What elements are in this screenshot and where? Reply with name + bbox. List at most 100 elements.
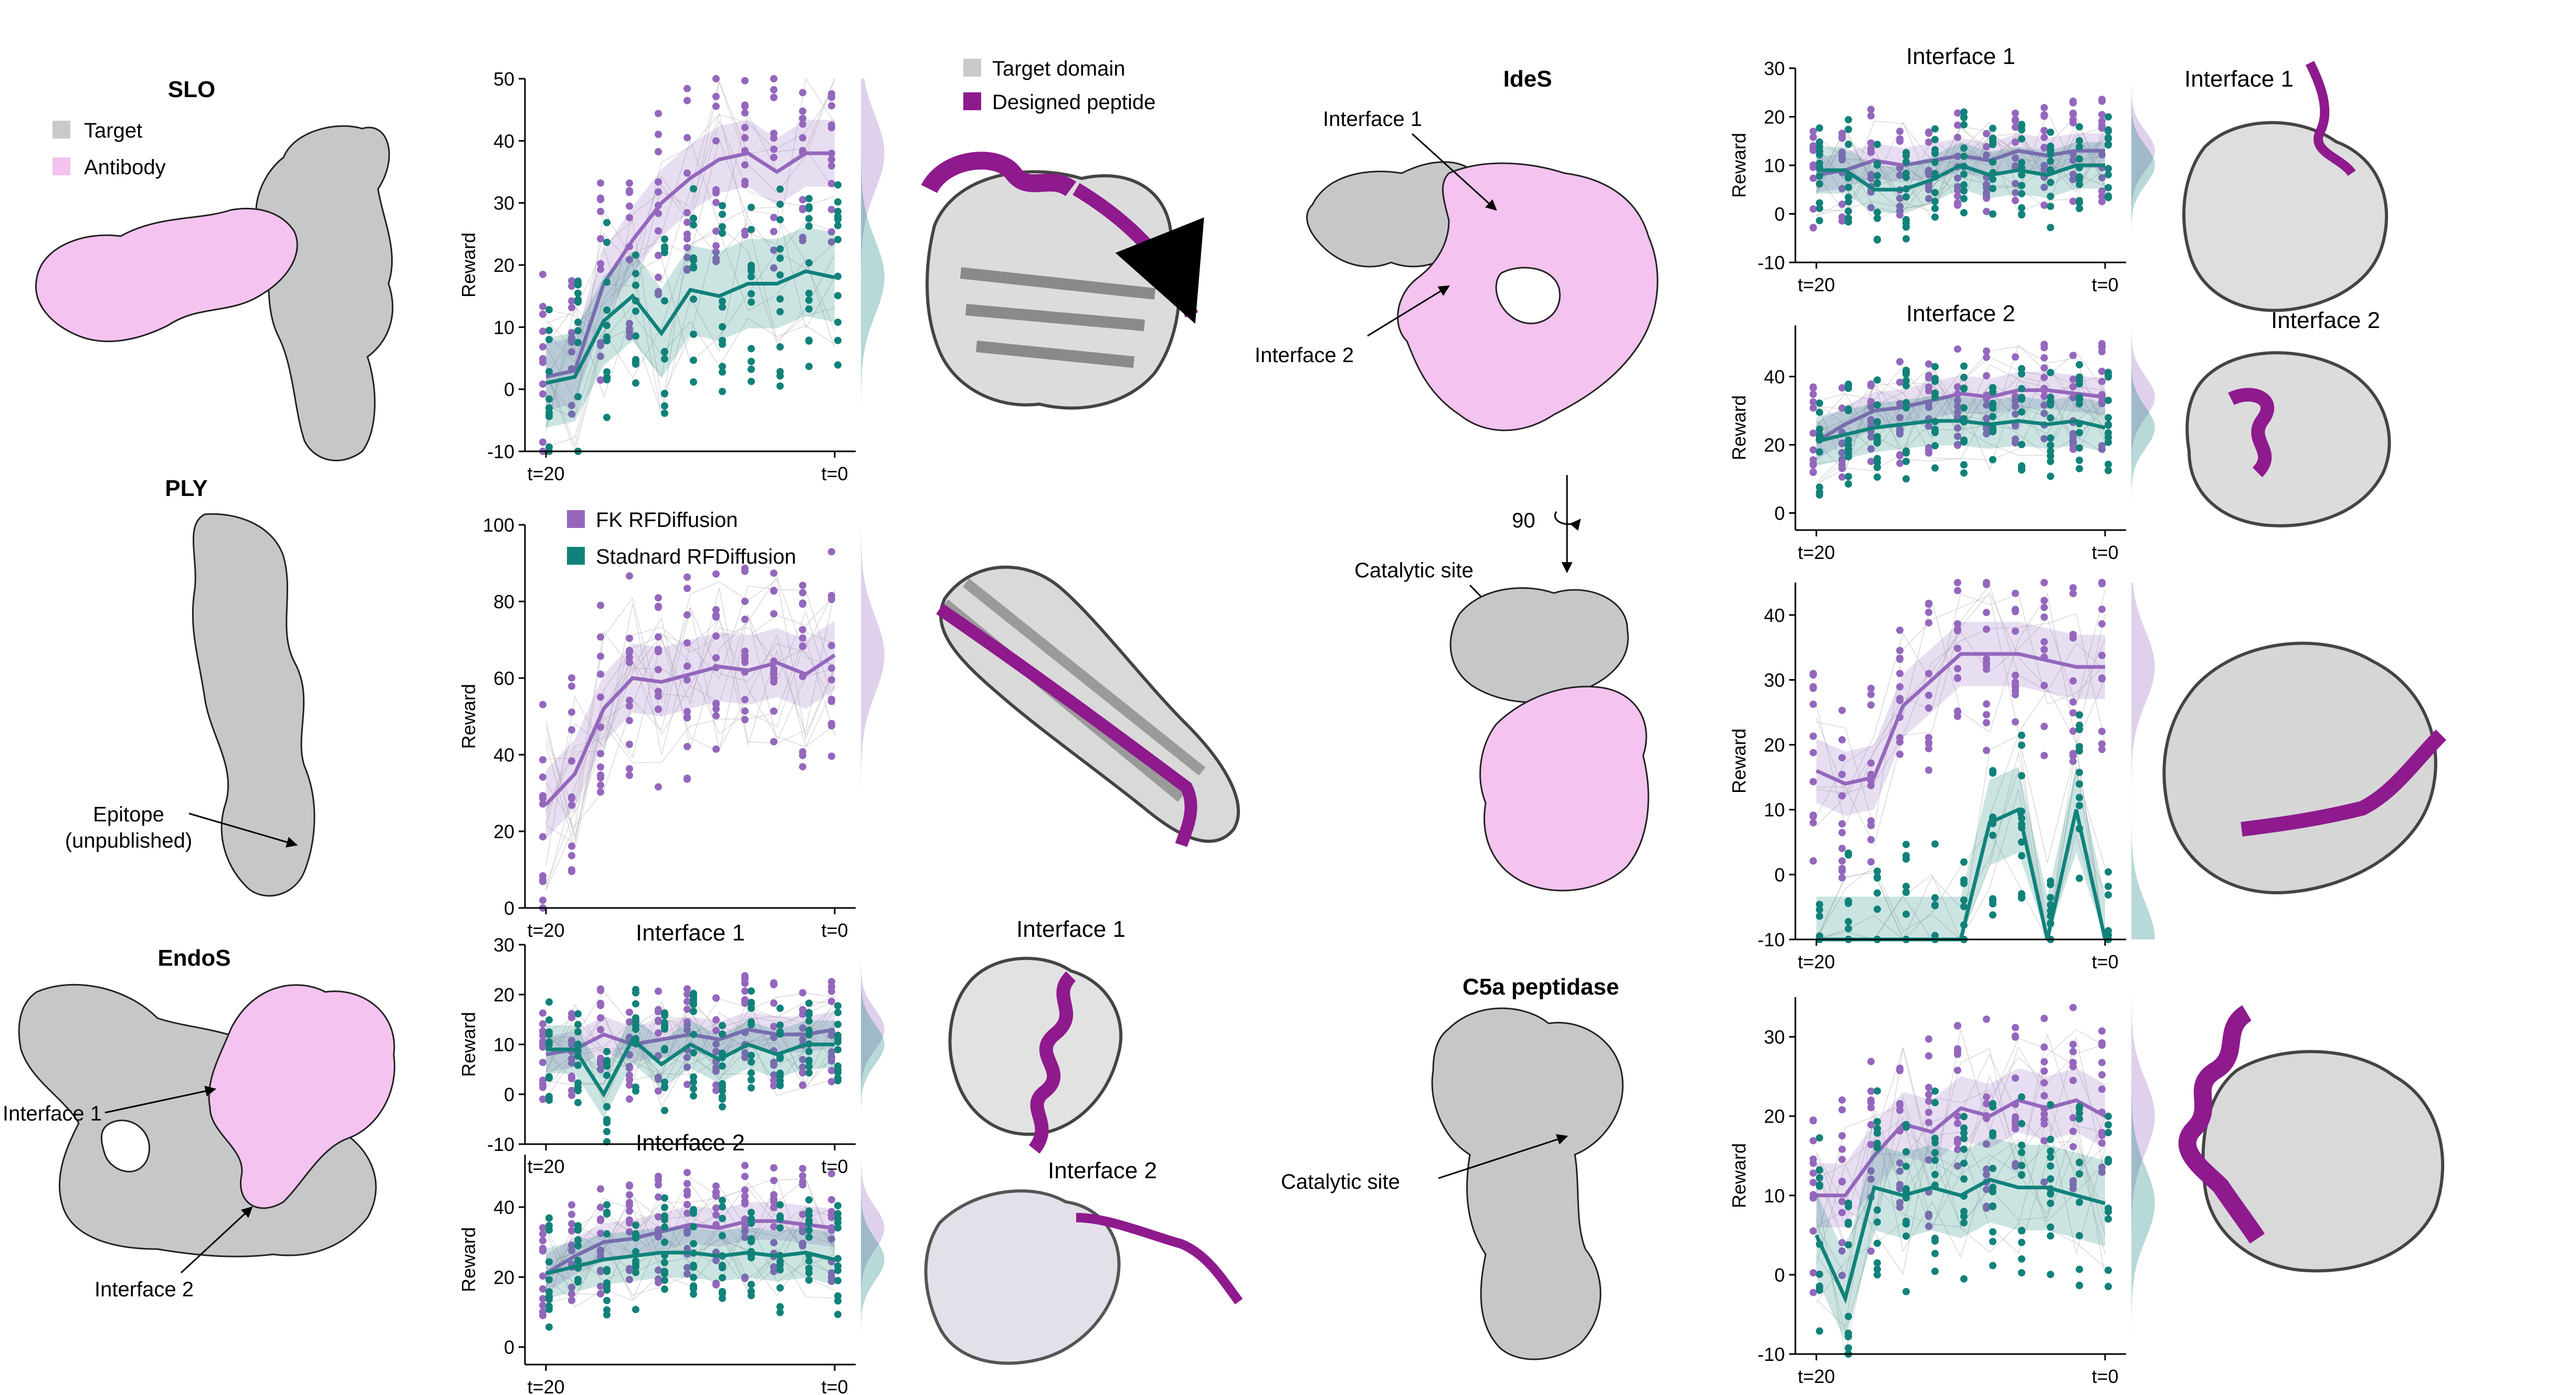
- data-point: [1810, 1179, 1817, 1187]
- density-fk: [861, 79, 885, 451]
- data-point: [799, 107, 806, 115]
- data-point: [2041, 1116, 2048, 1124]
- data-point: [661, 1285, 668, 1293]
- data-point: [1989, 911, 1996, 919]
- data-point: [1845, 218, 1852, 226]
- data-point: [690, 221, 697, 229]
- data-point: [1838, 133, 1846, 141]
- chart-ides_if2: 0 20 40 t=20 t=0 Reward Interface 2: [1728, 301, 2155, 563]
- data-point: [770, 999, 777, 1007]
- data-point: [770, 1223, 777, 1231]
- data-point: [545, 1214, 553, 1222]
- mean-line-std: [545, 269, 835, 385]
- data-point: [1810, 819, 1817, 827]
- data-point: [2069, 175, 2077, 183]
- data-point: [1867, 1087, 1875, 1095]
- data-point: [2076, 205, 2083, 213]
- data-point: [2098, 367, 2106, 375]
- density-std: [2131, 583, 2155, 939]
- data-point: [799, 763, 806, 770]
- data-point: [661, 1106, 668, 1114]
- data-point: [2098, 1132, 2106, 1139]
- data-point: [597, 339, 604, 346]
- y-axis-label: Reward: [458, 1012, 479, 1077]
- data-point: [632, 332, 639, 340]
- data-point: [2076, 444, 2083, 452]
- data-point: [2041, 1079, 2048, 1087]
- data-point: [690, 1092, 697, 1100]
- data-point: [719, 1274, 726, 1282]
- y-tick-label: 10: [1764, 799, 1785, 821]
- data-point: [2098, 1139, 2106, 1147]
- endos-interface2-arrow: [180, 1206, 253, 1274]
- data-point: [1931, 1250, 1939, 1257]
- data-point: [2105, 1129, 2112, 1137]
- data-point: [1838, 1096, 1846, 1104]
- data-point: [574, 1225, 582, 1233]
- data-point: [741, 1227, 749, 1235]
- data-point: [1845, 453, 1852, 461]
- data-point: [776, 1082, 784, 1090]
- density-fk: [861, 945, 885, 1144]
- data-point: [2012, 117, 2019, 124]
- data-point: [1896, 738, 1904, 746]
- data-point: [2105, 868, 2112, 876]
- data-point: [776, 382, 784, 390]
- data-point: [1902, 404, 1910, 412]
- data-point: [2012, 439, 2019, 447]
- data-point: [770, 707, 777, 715]
- data-point: [1838, 706, 1846, 714]
- data-point: [712, 258, 720, 266]
- data-point: [2098, 340, 2106, 347]
- y-tick-label: 50: [493, 68, 514, 90]
- data-point: [719, 1093, 726, 1101]
- data-point: [1983, 347, 1990, 355]
- data-point: [2076, 429, 2083, 437]
- data-point: [1925, 619, 1932, 627]
- data-point: [684, 253, 691, 261]
- ides-if2-structure: Interface 2: [2185, 308, 2391, 527]
- data-point: [597, 352, 604, 360]
- data-point: [1867, 1098, 1875, 1106]
- data-point: [1816, 906, 1823, 914]
- data-point: [1954, 579, 1961, 586]
- data-point: [661, 1022, 668, 1030]
- trajectory-line: [545, 995, 835, 1081]
- data-point: [655, 603, 662, 610]
- data-point: [1874, 889, 1881, 897]
- data-point: [712, 1182, 720, 1190]
- data-point: [748, 377, 755, 385]
- mean-line-std: [1816, 163, 2105, 192]
- data-point: [805, 1196, 813, 1204]
- data-point: [1810, 384, 1817, 392]
- data-point: [1845, 480, 1852, 488]
- y-axis-label: Reward: [458, 1227, 479, 1292]
- data-point: [770, 738, 777, 746]
- data-point: [1989, 769, 1996, 777]
- data-point: [568, 801, 575, 809]
- data-point: [2041, 1014, 2048, 1022]
- data-point: [2047, 894, 2054, 902]
- data-point: [1931, 840, 1939, 848]
- legend-designed-peptide-swatch: [963, 92, 981, 110]
- data-point: [799, 1181, 806, 1189]
- legend-std-swatch: [567, 547, 585, 565]
- y-tick-label: 30: [1764, 1027, 1785, 1048]
- data-point: [1845, 441, 1852, 449]
- data-point: [690, 989, 697, 997]
- data-point: [1954, 424, 1961, 432]
- data-point: [1845, 472, 1852, 480]
- data-point: [1925, 766, 1932, 774]
- data-point: [799, 589, 806, 597]
- data-point: [2105, 1215, 2112, 1223]
- data-point: [1874, 1259, 1881, 1267]
- data-point: [1896, 696, 1904, 704]
- legend-fk-swatch: [567, 510, 585, 528]
- data-point: [597, 1203, 604, 1211]
- data-point: [1960, 896, 1968, 904]
- data-point: [1896, 1199, 1904, 1207]
- data-point: [655, 1073, 662, 1081]
- data-point: [626, 1199, 633, 1207]
- data-point: [597, 207, 604, 215]
- data-point: [828, 1235, 835, 1243]
